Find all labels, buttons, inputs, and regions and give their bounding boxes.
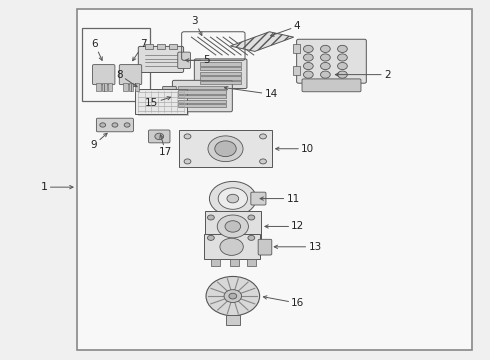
FancyBboxPatch shape	[172, 80, 232, 112]
Circle shape	[112, 123, 118, 127]
Text: 12: 12	[265, 221, 305, 231]
Text: 13: 13	[274, 242, 321, 252]
Bar	[102, 83, 107, 91]
FancyBboxPatch shape	[296, 39, 367, 83]
Bar	[138, 91, 190, 116]
Bar	[200, 81, 241, 84]
Circle shape	[184, 159, 191, 164]
Bar	[145, 44, 153, 49]
Circle shape	[209, 181, 256, 216]
Text: 17: 17	[159, 135, 172, 157]
Circle shape	[338, 63, 347, 69]
FancyBboxPatch shape	[138, 46, 184, 72]
Circle shape	[220, 238, 244, 255]
Text: 15: 15	[145, 96, 171, 108]
Bar	[200, 72, 241, 75]
Circle shape	[260, 159, 267, 164]
Circle shape	[338, 71, 347, 78]
Text: 5: 5	[186, 55, 210, 65]
Text: 7: 7	[133, 39, 147, 61]
Circle shape	[208, 136, 243, 162]
Circle shape	[338, 45, 347, 53]
Bar	[135, 83, 139, 91]
Text: 1: 1	[41, 182, 73, 192]
Circle shape	[225, 221, 241, 232]
Circle shape	[320, 63, 330, 69]
Circle shape	[303, 71, 313, 78]
Bar	[204, 211, 261, 242]
Text: 4: 4	[270, 21, 300, 36]
Bar	[225, 315, 240, 325]
FancyBboxPatch shape	[163, 86, 176, 108]
Bar	[157, 44, 165, 49]
Bar	[179, 130, 272, 167]
Bar	[200, 67, 241, 70]
Circle shape	[320, 45, 330, 53]
Bar	[200, 76, 241, 80]
Text: 3: 3	[192, 16, 202, 35]
Circle shape	[207, 235, 214, 240]
Circle shape	[100, 123, 106, 127]
Text: 2: 2	[335, 69, 391, 80]
Bar	[247, 258, 256, 266]
Circle shape	[320, 71, 330, 78]
Circle shape	[260, 134, 267, 139]
Circle shape	[155, 133, 164, 140]
Circle shape	[303, 54, 313, 61]
Circle shape	[248, 235, 255, 240]
Circle shape	[215, 141, 236, 157]
Bar	[82, 28, 150, 102]
FancyBboxPatch shape	[93, 64, 115, 85]
Bar	[178, 90, 226, 94]
Bar	[108, 83, 113, 91]
Bar	[170, 44, 177, 49]
Bar	[200, 63, 241, 66]
Circle shape	[227, 194, 239, 203]
Bar	[178, 100, 226, 103]
Circle shape	[303, 45, 313, 53]
FancyBboxPatch shape	[302, 79, 361, 92]
Bar	[203, 234, 260, 259]
Bar	[211, 258, 220, 266]
Circle shape	[224, 290, 242, 302]
Text: 6: 6	[92, 39, 102, 60]
FancyBboxPatch shape	[251, 192, 266, 205]
Bar	[123, 83, 127, 91]
Circle shape	[303, 63, 313, 69]
Text: 14: 14	[224, 86, 278, 99]
Circle shape	[124, 123, 130, 127]
FancyBboxPatch shape	[119, 64, 142, 85]
Circle shape	[218, 188, 247, 209]
FancyBboxPatch shape	[148, 130, 170, 143]
Bar	[97, 83, 101, 91]
FancyBboxPatch shape	[258, 239, 272, 255]
Circle shape	[184, 134, 191, 139]
Bar	[178, 86, 226, 89]
Text: 8: 8	[116, 69, 137, 87]
Bar	[129, 83, 133, 91]
Circle shape	[338, 54, 347, 61]
Circle shape	[217, 215, 248, 238]
Bar	[230, 258, 239, 266]
Bar	[293, 44, 299, 53]
Circle shape	[229, 293, 237, 299]
FancyBboxPatch shape	[195, 59, 247, 89]
Text: 9: 9	[91, 133, 107, 150]
Bar	[293, 66, 299, 75]
FancyBboxPatch shape	[178, 52, 191, 68]
Circle shape	[207, 215, 214, 220]
Circle shape	[320, 54, 330, 61]
Polygon shape	[230, 32, 294, 51]
Text: 16: 16	[264, 296, 305, 308]
FancyBboxPatch shape	[97, 118, 133, 132]
Circle shape	[248, 215, 255, 220]
Circle shape	[206, 276, 260, 316]
Bar	[178, 104, 226, 108]
Text: 10: 10	[276, 144, 314, 154]
Bar	[135, 89, 187, 114]
Text: 11: 11	[260, 194, 300, 203]
Bar	[77, 9, 471, 350]
Bar	[178, 95, 226, 98]
